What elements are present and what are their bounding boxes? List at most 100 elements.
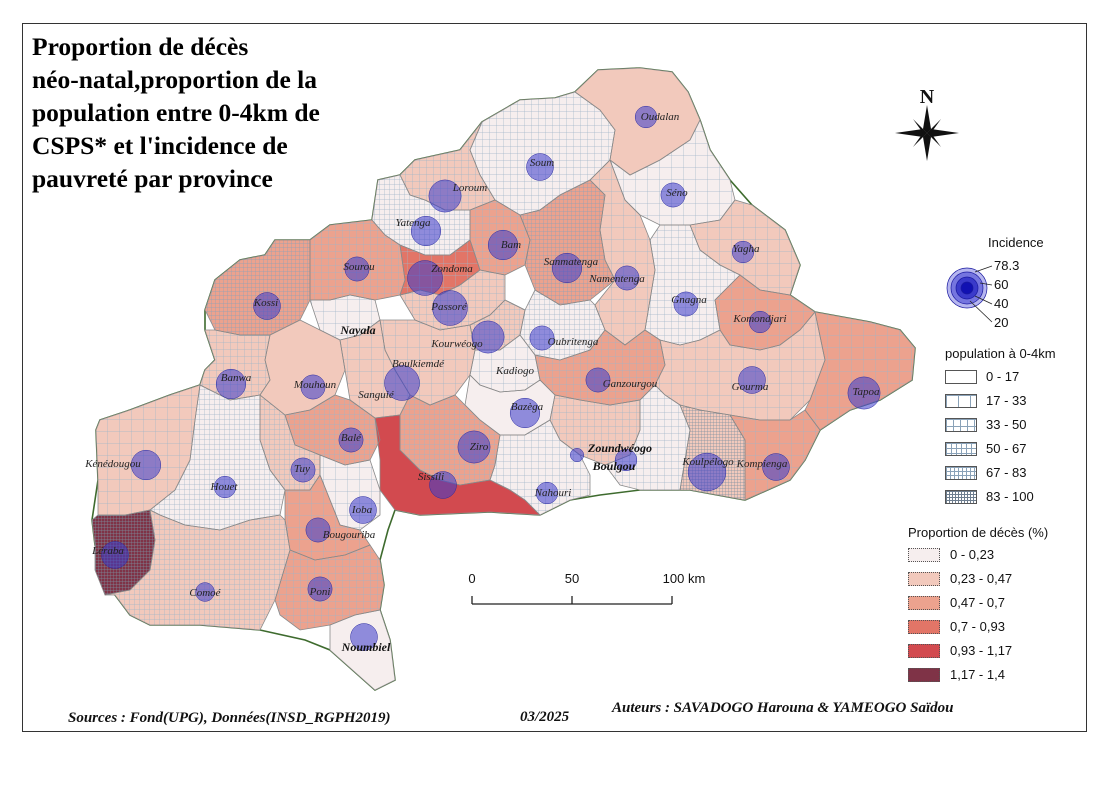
province-label-bougouriba: Bougouriba <box>323 529 376 541</box>
province-label-yagha: Yagha <box>732 243 760 255</box>
incidence-bubble-seno <box>660 182 686 208</box>
legend-population-label-4: 50 - 67 <box>986 441 1027 456</box>
province-label-kadiogo: Kadiogo <box>495 365 534 377</box>
province-label-houet: Houet <box>210 481 239 493</box>
province-kenedougou-population-grid <box>96 385 200 515</box>
incidence-bubble-kenedougou <box>130 449 162 481</box>
legend-incidence-title: Incidence <box>988 235 1044 250</box>
province-label-passore: Passoré <box>430 301 468 313</box>
province-label-bam: Bam <box>501 239 521 251</box>
incidence-bubble-zoundweogo <box>570 448 584 462</box>
province-gourma-population-grid <box>655 312 825 420</box>
province-label-namentenga: Namentenga <box>588 273 645 285</box>
incidence-bubble-bam <box>487 229 519 261</box>
province-noumbiel-border <box>329 609 396 691</box>
legend-deces-label-6: 1,17 - 1,4 <box>950 667 1005 682</box>
province-label-gourma: Gourma <box>732 381 769 393</box>
incidence-bubble-koulpelogo <box>687 452 727 492</box>
province-label-tuy: Tuy <box>294 463 310 475</box>
province-label-boulgou: Boulgou <box>592 459 636 473</box>
incidence-bubble-bazega <box>509 397 541 429</box>
incidence-bubbles <box>101 105 881 651</box>
incidence-bubble-noumbiel <box>350 623 378 651</box>
province-loroum-population-grid <box>400 122 495 210</box>
province-label-poni: Poni <box>309 586 331 598</box>
province-label-kossi: Kossi <box>253 297 278 309</box>
province-label-zoundweogo: Zoundwéogo <box>587 441 652 455</box>
incidence-bubble-kompienga <box>762 453 790 481</box>
province-borders <box>91 67 916 691</box>
province-label-ioba: Ioba <box>351 504 373 516</box>
legend-population-label-1: 0 - 17 <box>986 369 1020 384</box>
incidence-bubble-ioba <box>349 496 377 524</box>
scale-label-100: 100 km <box>663 571 706 586</box>
authors-text: Auteurs : SAVADOGO Harouna & YAMEOGO Saï… <box>612 700 954 716</box>
incidence-bubble-kourweogo <box>471 320 505 354</box>
province-label-sissili: Sissili <box>418 471 444 483</box>
scale-bar: 0 50 100 km <box>468 571 706 605</box>
province-seno-population-grid <box>610 120 735 225</box>
incidence-bubble-gnagna <box>673 291 699 317</box>
legend-deces-swatch-6 <box>908 668 940 682</box>
map-title: Proportion de décès néo-natal,proportion… <box>32 32 320 193</box>
legend-deces-label-4: 0,7 - 0,93 <box>950 619 1005 634</box>
province-label-oubritenga: Oubritenga <box>548 336 599 348</box>
incidence-bubble-oubritenga <box>529 325 555 351</box>
legend-population-title: population à 0-4km <box>945 346 1056 361</box>
incidence-bubble-banwa <box>215 368 247 400</box>
province-seno-border <box>609 118 736 226</box>
legend-population-swatch-2 <box>945 394 977 408</box>
province-label-leraba: Léraba <box>91 545 124 557</box>
incidence-bubble-komondjari <box>748 310 772 334</box>
incidence-bubble-sanmatenga <box>551 252 583 284</box>
incidence-bubble-mouhoun <box>300 374 326 400</box>
legend-deces-swatch-1 <box>908 548 940 562</box>
legend-deces-label-3: 0,47 - 0,7 <box>950 595 1005 610</box>
province-label-comoe: Comoé <box>189 587 221 599</box>
province-label-banwa: Banwa <box>221 372 252 384</box>
province-label-nahouri: Nahouri <box>534 487 572 499</box>
province-label-sourou: Sourou <box>343 261 375 273</box>
date-text: 03/2025 <box>520 709 570 725</box>
north-label: N <box>920 86 935 108</box>
scale-label-50: 50 <box>565 571 579 586</box>
legend-population-label-5: 67 - 83 <box>986 465 1027 480</box>
legend-deces-swatch-3 <box>908 596 940 610</box>
province-zoundweogo-population-grid <box>550 395 640 465</box>
province-nahouri-border <box>489 419 591 516</box>
province-label-zondoma: Zondoma <box>431 263 473 275</box>
north-arrow-icon: N <box>895 86 959 161</box>
incidence-bubble-passore <box>432 290 468 326</box>
province-label-soum: Soum <box>530 157 555 169</box>
incidence-bubble-boulgou <box>614 448 638 472</box>
province-houet-population-grid <box>150 385 285 530</box>
legend-population-swatch-5 <box>945 466 977 480</box>
province-label-kourweogo: Kourwéogo <box>430 338 483 350</box>
incidence-bubble-loroum <box>428 179 462 213</box>
legend-population-label-2: 17 - 33 <box>986 393 1027 408</box>
province-bougouriba-population-grid <box>285 475 370 560</box>
province-sissili <box>375 415 540 515</box>
province-label-nayala: Nayala <box>339 323 375 337</box>
province-kompienga-border <box>729 409 821 501</box>
incidence-bubble-sissili <box>429 471 457 499</box>
incidence-bubble-yatenga <box>410 215 442 247</box>
legend-population-swatch-6 <box>945 490 977 504</box>
province-label-noumbiel: Noumbiel <box>341 640 391 654</box>
legend-deces-swatch-2 <box>908 572 940 586</box>
incidence-bubble-bougouriba <box>305 517 331 543</box>
incidence-bubble-soum <box>526 153 554 181</box>
incidence-bubble-leraba <box>101 541 129 569</box>
incidence-bubble-ziro <box>457 430 491 464</box>
province-oubritenga-population-grid <box>505 290 605 360</box>
incidence-bubble-tuy <box>290 457 316 483</box>
incidence-bubble-sourou <box>344 256 370 282</box>
province-comoe-population-grid <box>105 510 290 630</box>
incidence-bubble-poni <box>307 576 333 602</box>
province-label-kompienga: Kompienga <box>736 458 788 470</box>
province-label-bazega: Bazèga <box>511 401 544 413</box>
province-comoe-border <box>104 509 291 631</box>
province-label-seno: Séno <box>666 187 688 199</box>
province-label-gnagna: Gnagna <box>671 294 707 306</box>
